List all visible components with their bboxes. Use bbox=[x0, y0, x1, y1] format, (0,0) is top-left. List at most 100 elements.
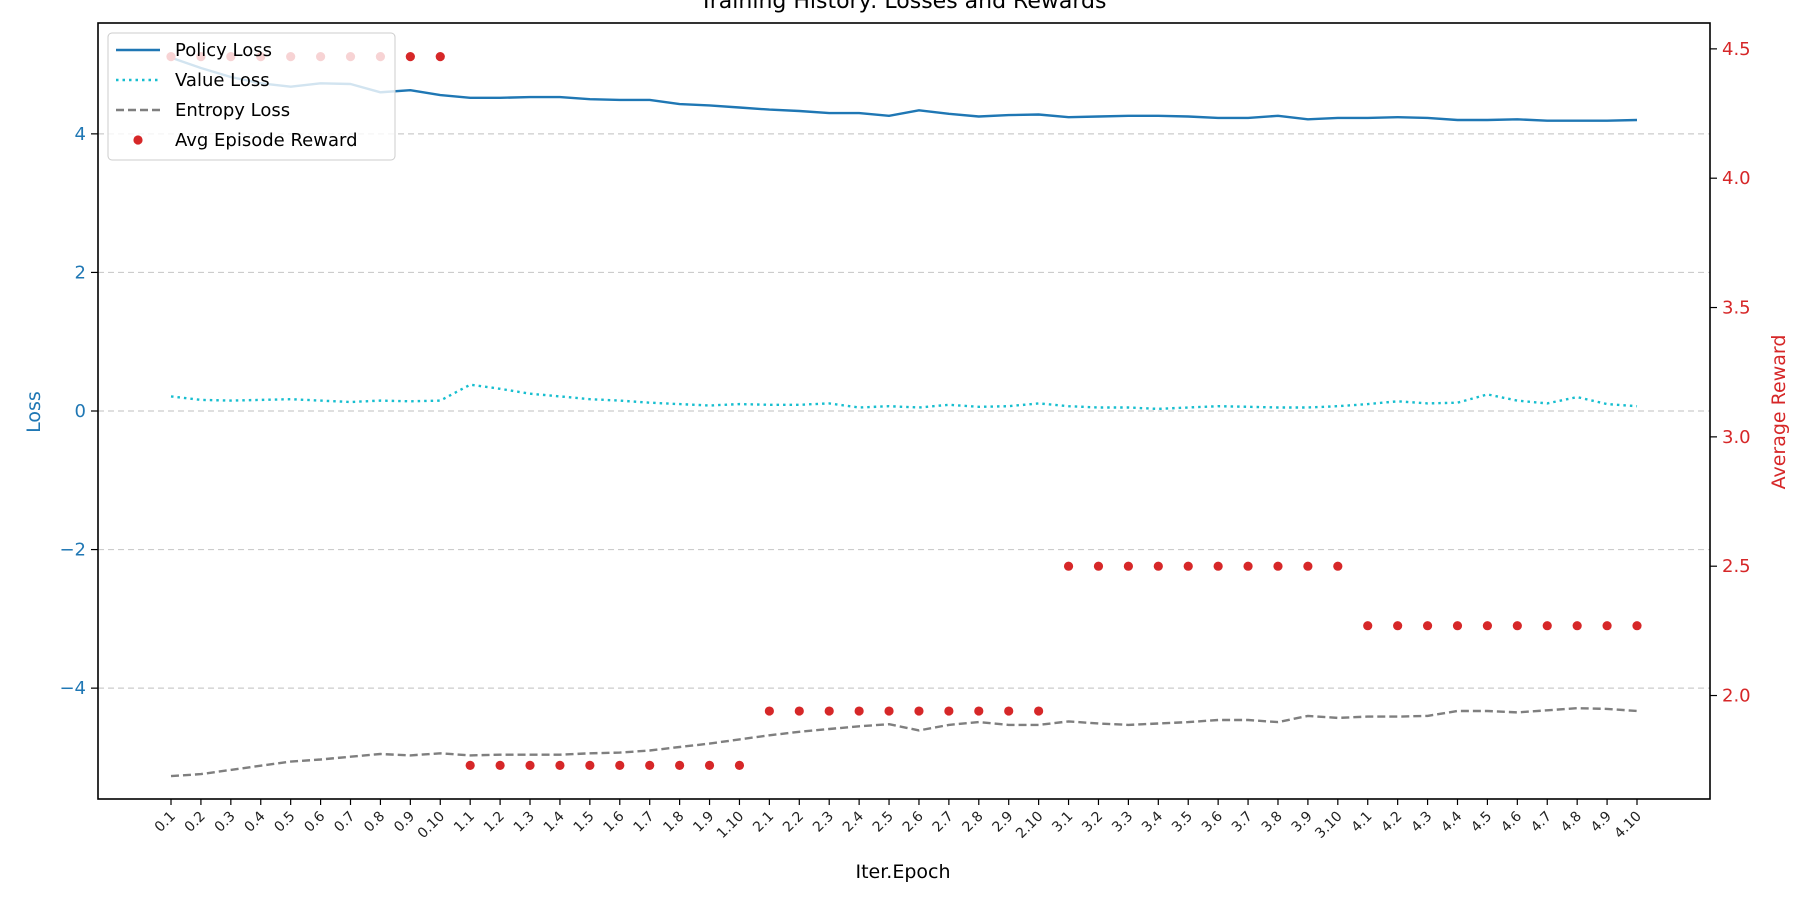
avg-episode-reward-point bbox=[1602, 621, 1612, 631]
x-tick-label: 0.3 bbox=[212, 809, 239, 836]
x-axis-label: Iter.Epoch bbox=[855, 861, 950, 883]
x-tick-label: 1.8 bbox=[660, 809, 687, 836]
avg-episode-reward-point bbox=[794, 706, 804, 716]
avg-episode-reward-point bbox=[914, 706, 924, 716]
x-tick-label: 2.7 bbox=[930, 809, 957, 836]
chart-title: Training History: Losses and Rewards bbox=[699, 0, 1107, 14]
x-tick-label: 3.2 bbox=[1079, 809, 1106, 836]
x-tick-label: 1.4 bbox=[541, 808, 568, 835]
right-axis-label: Average Reward bbox=[1768, 335, 1790, 490]
x-tick-label: 1.3 bbox=[511, 809, 538, 836]
avg-episode-reward-point bbox=[615, 760, 625, 770]
left-tick-label: 4 bbox=[75, 124, 86, 145]
avg-episode-reward-point bbox=[675, 760, 685, 770]
x-tick-label: 0.10 bbox=[415, 809, 448, 842]
x-tick-label: 4.1 bbox=[1349, 809, 1376, 836]
avg-episode-reward-point bbox=[764, 706, 774, 716]
avg-episode-reward-point bbox=[884, 706, 894, 716]
right-tick-label: 4.5 bbox=[1722, 39, 1751, 60]
avg-episode-reward-point bbox=[944, 706, 954, 716]
avg-episode-reward-point bbox=[1572, 621, 1582, 631]
avg-episode-reward-point bbox=[1243, 561, 1253, 571]
x-tick-label: 4.10 bbox=[1611, 809, 1644, 842]
x-tick-label: 2.3 bbox=[810, 809, 837, 836]
x-tick-label: 3.1 bbox=[1049, 809, 1076, 836]
entropy-loss-line bbox=[170, 707, 1638, 778]
avg-episode-reward-point bbox=[1482, 621, 1493, 631]
legend-label-value-loss: Value Loss bbox=[175, 70, 270, 91]
avg-episode-reward-point bbox=[1063, 561, 1074, 571]
x-axis-ticks: 0.1 0.2 0.3 0.4 0.5 0.6 0.7 0.8 0.90.10 1.1 1.2 1.3… bbox=[152, 799, 1645, 842]
right-tick-label: 2.0 bbox=[1722, 686, 1751, 707]
legend-swatch-avg-episode-reward bbox=[133, 135, 143, 145]
avg-episode-reward-point bbox=[525, 760, 535, 770]
avg-episode-reward-point bbox=[1632, 621, 1642, 631]
avg-episode-reward-point bbox=[1393, 621, 1403, 631]
left-tick-label: 2 bbox=[75, 262, 86, 283]
x-tick-label: 0.1 bbox=[152, 809, 179, 836]
avg-episode-reward-point bbox=[1123, 561, 1133, 571]
legend-label-policy-loss: Policy Loss bbox=[175, 40, 272, 61]
x-tick-label: 2.9 bbox=[989, 809, 1016, 836]
avg-episode-reward-point bbox=[734, 760, 745, 770]
avg-episode-reward-point bbox=[1034, 706, 1044, 716]
avg-episode-reward-point bbox=[1213, 561, 1223, 571]
x-tick-label: 3.5 bbox=[1169, 809, 1196, 836]
x-tick-label: 4.5 bbox=[1468, 809, 1495, 836]
avg-episode-reward-point bbox=[1333, 561, 1343, 571]
x-tick-label: 3.9 bbox=[1289, 809, 1316, 836]
x-tick-label: 2.2 bbox=[780, 809, 807, 836]
x-tick-label: 0.2 bbox=[182, 809, 209, 836]
legend-box bbox=[107, 32, 396, 161]
avg-episode-reward-point bbox=[1273, 561, 1283, 571]
avg-episode-reward-point bbox=[495, 760, 505, 770]
x-tick-label: 0.9 bbox=[391, 809, 418, 836]
legend-label-entropy-loss: Entropy Loss bbox=[175, 100, 290, 121]
legend-label-avg-episode-reward: Avg Episode Reward bbox=[175, 130, 358, 151]
x-tick-label: 3.3 bbox=[1109, 809, 1136, 836]
x-tick-label: 2.8 bbox=[960, 809, 987, 836]
policy-loss-line bbox=[170, 56, 1638, 122]
legend: Policy Loss Value Loss Entropy Loss Avg Epi… bbox=[107, 32, 396, 161]
avg-episode-reward-point bbox=[974, 706, 984, 716]
avg-episode-reward-point bbox=[405, 52, 415, 62]
x-tick-label: 4.8 bbox=[1558, 809, 1585, 836]
x-tick-label: 0.6 bbox=[301, 808, 328, 835]
x-tick-label: 1.9 bbox=[690, 809, 717, 836]
x-tick-label: 4.7 bbox=[1528, 809, 1555, 836]
avg-episode-reward-point bbox=[854, 706, 864, 716]
left-tick-label: −4 bbox=[59, 678, 86, 699]
x-tick-label: 4.2 bbox=[1378, 809, 1405, 836]
x-tick-label: 0.4 bbox=[242, 808, 269, 835]
avg-episode-reward-point bbox=[1512, 621, 1522, 631]
left-tick-label: 0 bbox=[75, 401, 86, 422]
x-tick-label: 0.7 bbox=[331, 809, 358, 836]
avg-episode-reward-point bbox=[1363, 621, 1373, 631]
x-tick-label: 3.6 bbox=[1199, 808, 1226, 835]
left-tick-label: −2 bbox=[59, 540, 86, 561]
right-tick-label: 3.5 bbox=[1722, 298, 1751, 319]
x-tick-label: 1.1 bbox=[451, 809, 478, 836]
avg-episode-reward-point bbox=[585, 760, 595, 770]
right-axis-ticks: 2.0 2.5 3.0 3.5 4.0 4.5 bbox=[1710, 39, 1751, 707]
right-tick-label: 3.0 bbox=[1722, 427, 1751, 448]
x-tick-label: 1.10 bbox=[714, 809, 747, 842]
value-loss-line bbox=[170, 383, 1638, 411]
x-tick-label: 2.1 bbox=[750, 809, 777, 836]
x-tick-label: 3.7 bbox=[1229, 809, 1256, 836]
avg-episode-reward-point bbox=[704, 760, 715, 770]
avg-episode-reward-point bbox=[1093, 561, 1104, 571]
avg-episode-reward-point bbox=[555, 760, 565, 770]
x-tick-label: 2.4 bbox=[840, 808, 867, 835]
x-tick-label: 0.8 bbox=[361, 809, 388, 836]
series-layer bbox=[166, 52, 1642, 778]
x-tick-label: 4.9 bbox=[1588, 809, 1615, 836]
x-tick-label: 0.5 bbox=[271, 809, 298, 836]
x-tick-label: 1.2 bbox=[481, 809, 508, 836]
avg-episode-reward-point bbox=[645, 760, 655, 770]
x-tick-label: 1.6 bbox=[601, 808, 628, 835]
right-tick-label: 2.5 bbox=[1722, 556, 1751, 577]
x-tick-label: 1.7 bbox=[630, 809, 657, 836]
left-axis-ticks: −4 −2 0 2 4 bbox=[59, 124, 98, 699]
